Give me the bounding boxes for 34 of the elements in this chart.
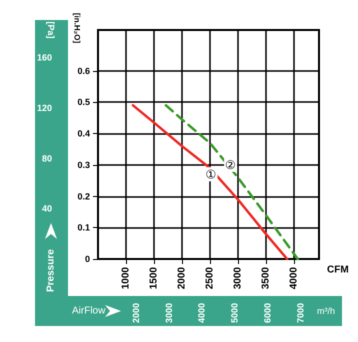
line-series bbox=[164, 104, 299, 260]
x2-tick-label: 6000 bbox=[262, 303, 273, 324]
x2-tick-label: 2000 bbox=[130, 303, 141, 324]
y2-axis-title: [Pa] bbox=[46, 21, 56, 39]
x-tick-label: 1500 bbox=[148, 266, 160, 290]
x2-tick-label: 3000 bbox=[164, 303, 174, 324]
line-series bbox=[132, 104, 288, 260]
y-tick-label: 0.6 bbox=[77, 66, 90, 76]
y-tick-label: 0 bbox=[84, 254, 90, 264]
x-tick-label: 2500 bbox=[204, 266, 216, 290]
x-tick-label: 3000 bbox=[232, 266, 244, 290]
y2-tick-label: 120 bbox=[36, 103, 52, 114]
annotation: ② bbox=[225, 158, 236, 172]
y-tick-label: 0.1 bbox=[77, 222, 90, 233]
y2-tick-label: 40 bbox=[42, 204, 52, 214]
x2-axis-title: m³/h bbox=[317, 306, 335, 316]
y-tick-label: 0.4 bbox=[77, 128, 90, 139]
x-tick-label: 3500 bbox=[260, 266, 272, 290]
text: AirFlow bbox=[72, 306, 106, 316]
y-tick-label: 0.3 bbox=[77, 160, 90, 170]
x2-tick-label: 4000 bbox=[196, 303, 207, 324]
x-tick-label: 4000 bbox=[288, 266, 300, 290]
text: Pressure bbox=[46, 248, 56, 292]
x2-tick-label: 7000 bbox=[296, 303, 306, 324]
y2-tick-label: 160 bbox=[36, 52, 52, 63]
x-tick-label: 2000 bbox=[176, 266, 188, 290]
y2-tick-label: 80 bbox=[42, 153, 52, 164]
x-tick-label: 1000 bbox=[120, 266, 132, 290]
x2-tick-label: 5000 bbox=[230, 303, 240, 324]
annotation: ① bbox=[206, 167, 217, 182]
x-axis-title: CFM bbox=[327, 264, 349, 276]
y-tick-label: 0.2 bbox=[77, 191, 90, 202]
y-axis-title: [in.H₂O] bbox=[72, 12, 82, 44]
y-tick-label: 0.5 bbox=[77, 97, 90, 108]
